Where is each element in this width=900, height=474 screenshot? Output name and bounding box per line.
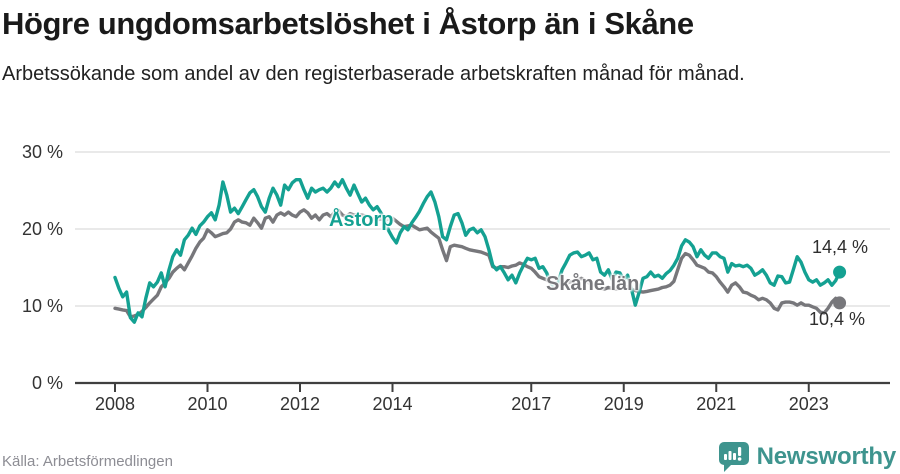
x-tick-label: 2012	[280, 394, 320, 414]
y-tick-label: 20 %	[22, 219, 63, 239]
series-label-astorp: Åstorp	[329, 209, 394, 231]
skane-end-value: 10,4 %	[809, 309, 866, 329]
x-tick-label: 2023	[789, 394, 829, 414]
x-tick-label: 2008	[95, 394, 135, 414]
newsworthy-logo: Newsworthy	[717, 441, 896, 472]
series-line-skane	[113, 208, 842, 319]
y-tick-label: 0 %	[32, 373, 63, 393]
page-subtitle: Arbetssökande som andel av den registerb…	[2, 63, 745, 85]
x-tick-label: 2010	[187, 394, 227, 414]
y-tick-label: 30 %	[22, 142, 63, 162]
series-line-astorp	[113, 178, 842, 324]
page-title: Högre ungdomsarbetslöshet i Åstorp än i …	[2, 6, 694, 41]
series-label-skane: Skåne län	[546, 273, 640, 295]
x-tick-label: 2019	[604, 394, 644, 414]
end-dot-skane	[833, 296, 847, 310]
y-tick-label: 10 %	[22, 296, 63, 316]
newsworthy-icon	[718, 442, 749, 472]
x-tick-label: 2017	[511, 394, 551, 414]
source-note: Källa: Arbetsförmedlingen	[2, 453, 173, 470]
x-tick-label: 2021	[696, 394, 736, 414]
end-dot-astorp	[833, 265, 847, 279]
x-tick-label: 2014	[372, 394, 412, 414]
astorp-end-value: 14,4 %	[812, 237, 869, 257]
newsworthy-wordmark: Newsworthy	[756, 442, 897, 470]
